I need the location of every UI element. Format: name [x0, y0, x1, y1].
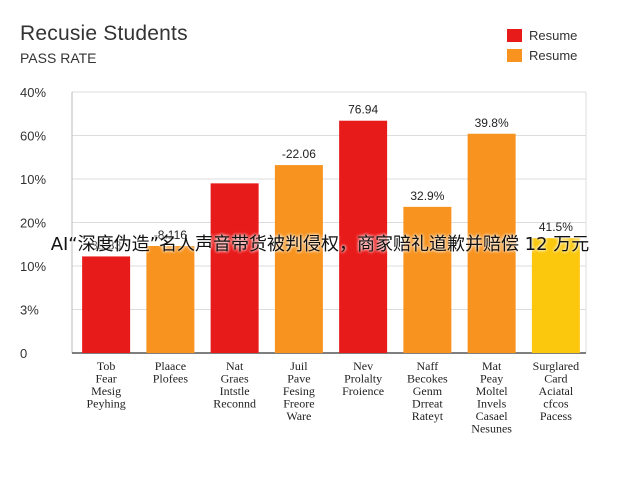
- y-tick-label: 10%: [20, 172, 46, 187]
- x-tick-label: Plaace Plofees: [153, 359, 189, 386]
- data-label: 39.8%: [475, 116, 509, 130]
- bar: [467, 133, 516, 353]
- legend-swatch: [507, 29, 522, 42]
- y-tick-label: 40%: [20, 85, 46, 100]
- y-tick-label: 3%: [20, 303, 39, 318]
- x-tick-label: Nev Prolalty Froience: [342, 359, 384, 398]
- chart-title: Recusie Students: [20, 22, 188, 45]
- overlay-caption: AI“深度伪造”名人声音带货被判侵权，商家赔礼道歉并赔偿 12 万元: [50, 234, 590, 255]
- bar: [82, 256, 131, 353]
- bar: [146, 245, 195, 353]
- bar: [339, 120, 388, 354]
- data-label: -8.116: [154, 228, 187, 242]
- chart-subtitle: PASS RATE: [20, 50, 97, 66]
- x-tick-label: Naff Becokes Genm Drreat Rateyt: [407, 359, 448, 423]
- y-tick-label: 60%: [20, 129, 46, 144]
- data-label: 76.94: [348, 103, 378, 117]
- y-tick-label: 10%: [20, 259, 46, 274]
- data-label: -22.06: [282, 147, 316, 161]
- bar: [531, 238, 580, 353]
- x-tick-label: Nat Graes Intstle Reconnd: [213, 359, 256, 411]
- bar: [274, 165, 323, 353]
- legend-swatch: [507, 49, 522, 62]
- data-label: 41.5%: [539, 220, 573, 234]
- x-tick-label: Tob Fear Mesig Peyhing: [86, 359, 125, 411]
- legend-item: Resume: [507, 28, 577, 43]
- x-tick-label: Juil Pave Fesing Freore Ware: [283, 359, 315, 423]
- bar: [210, 183, 259, 353]
- x-tick-label: Mat Peay Moltel Invels Casael Nesunes: [471, 359, 512, 436]
- legend-label: Resume: [529, 48, 578, 63]
- bar: [403, 206, 452, 353]
- x-tick-label: Surglared Card Aciatal cfcos Pacess: [533, 359, 579, 423]
- data-label: 32.9%: [410, 189, 444, 203]
- legend-label: Resume: [529, 28, 578, 43]
- y-tick-label: 20%: [20, 216, 46, 231]
- legend-item: Resume: [507, 48, 577, 63]
- data-label: 38.83: [91, 238, 121, 252]
- y-tick-label: 0: [20, 346, 27, 361]
